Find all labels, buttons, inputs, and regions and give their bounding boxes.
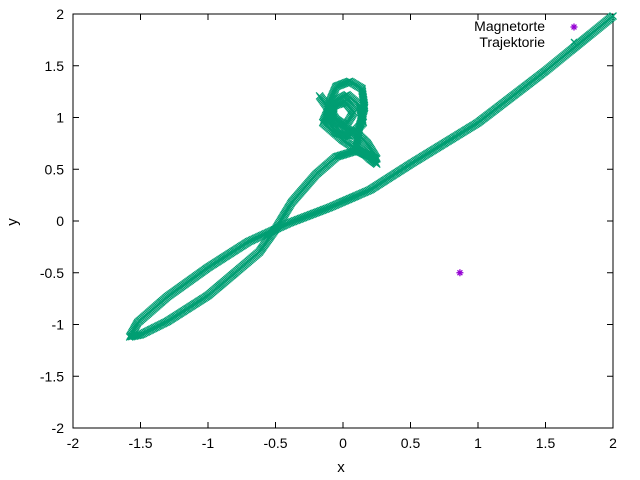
y-axis-label: y <box>4 218 21 226</box>
x-tick-label: 1.5 <box>536 435 556 451</box>
y-tick-label: 0 <box>56 213 64 229</box>
axes-frame <box>72 13 614 429</box>
trajectory-point <box>358 87 367 96</box>
legend: Magnetorte Trajektorie <box>474 18 578 50</box>
magnet-point <box>456 269 464 277</box>
x-tick-label: -1.5 <box>128 435 152 451</box>
x-tick-label: -1 <box>202 435 215 451</box>
x-tick-label: 0 <box>339 435 347 451</box>
y-axis: -2 -1.5 -1 -0.5 0 0.5 1 1.5 2 <box>40 6 613 436</box>
y-tick-label: 0.5 <box>45 161 65 177</box>
y-tick-label: 1.5 <box>45 58 65 74</box>
legend-star-marker <box>570 23 578 31</box>
legend-label-magnetorte: Magnetorte <box>474 18 545 34</box>
x-axis-label: x <box>337 459 345 476</box>
y-tick-label: 1 <box>56 110 64 126</box>
y-tick-label: -2 <box>52 420 65 436</box>
legend-label-trajektorie: Trajektorie <box>479 34 545 50</box>
trajectory-point <box>315 92 324 100</box>
y-tick-label: -1 <box>52 317 65 333</box>
x-tick-label: 2 <box>609 435 617 451</box>
trajectory-point <box>355 104 364 112</box>
y-tick-label: -0.5 <box>40 265 64 281</box>
plot-border <box>72 13 614 429</box>
x-tick-label: -0.5 <box>263 435 287 451</box>
x-tick-label: -2 <box>67 435 80 451</box>
y-tick-label: -1.5 <box>40 368 64 384</box>
legend-marker-trajektorie <box>570 38 578 46</box>
trajectory-series <box>125 12 617 341</box>
x-axis: -2 -1.5 -1 -0.5 0 0.5 1 1.5 2 <box>67 14 617 451</box>
y-tick-label: 2 <box>56 6 64 22</box>
magnet-series <box>456 269 464 277</box>
trajectory-point <box>133 331 142 340</box>
x-tick-label: 0.5 <box>401 435 421 451</box>
x-tick-label: 1 <box>474 435 482 451</box>
legend-marker-magnetorte <box>570 23 578 31</box>
legend-x-marker <box>570 38 578 46</box>
